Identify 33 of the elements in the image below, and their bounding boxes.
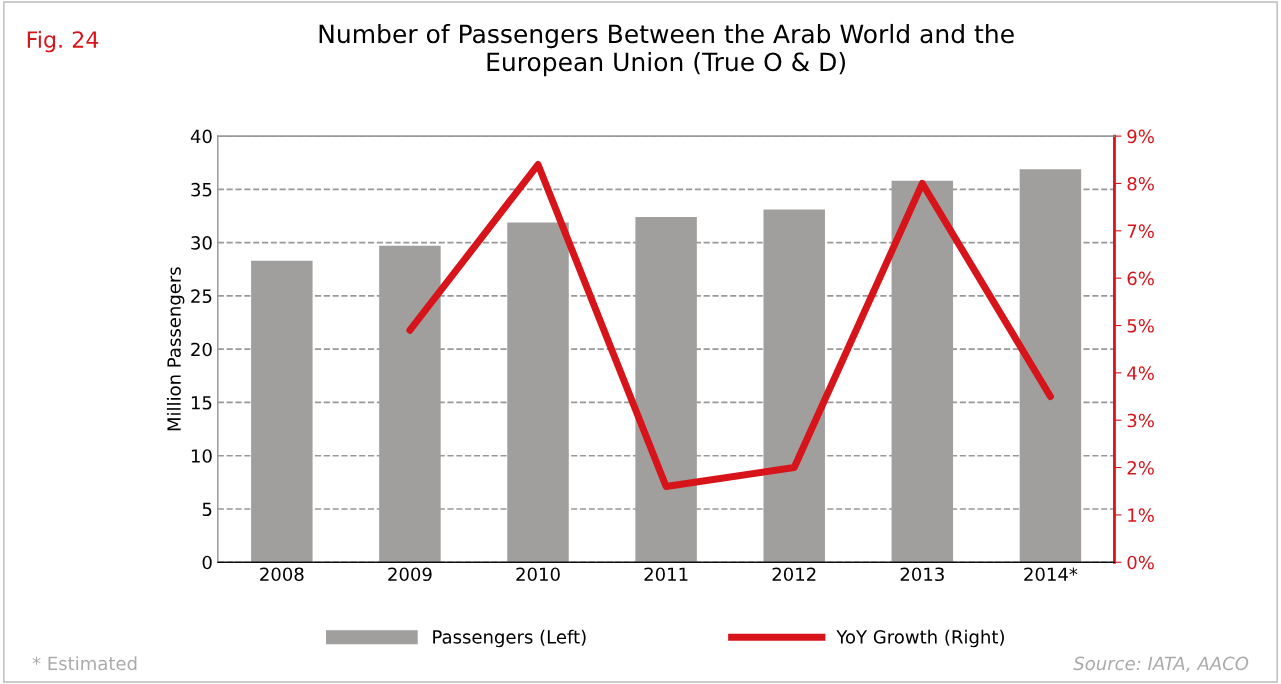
y-tick-label: 30 [191, 236, 212, 250]
y-tick-label: 15 [191, 396, 212, 410]
y-tick-label: 20 [191, 342, 212, 357]
x-tick-label: 2014* [1024, 567, 1078, 582]
x-tick-label: 2008 [260, 567, 304, 582]
y2-tick-label: 2% [1127, 461, 1154, 475]
y-axis-title: Million Passengers [166, 267, 185, 431]
y2-tick-label: 6% [1127, 271, 1154, 286]
y-tick-label: 25 [191, 289, 212, 304]
y-tick-label: 40 [190, 129, 212, 144]
y-tick-label: 10 [191, 449, 212, 463]
y2-tick-label: 0% [1127, 555, 1154, 570]
x-tick-label: 2011 [644, 567, 688, 582]
y2-tick-label: 3% [1127, 413, 1154, 428]
x-tick-label: 2010 [516, 567, 560, 582]
source-note: Source: IATA, AACO [1073, 656, 1249, 673]
x-tick-label: 2009 [388, 567, 432, 582]
y-tick-label: 35 [191, 182, 212, 197]
legend-label: Passengers (Left) [433, 629, 586, 648]
y2-tick-label: 9% [1127, 129, 1154, 144]
y-tick-label: 5 [202, 502, 212, 517]
y-tick-label: 0 [202, 555, 212, 570]
x-tick-label: 2012 [772, 567, 816, 582]
y2-tick-label: 4% [1127, 366, 1154, 380]
y2-tick-label: 1% [1128, 508, 1154, 523]
y2-tick-label: 5% [1127, 318, 1154, 333]
y2-tick-label: 8% [1127, 176, 1154, 191]
caption: Fig. 24 [27, 30, 99, 53]
y2-tick-label: 7% [1127, 224, 1154, 238]
text: * Estimated [32, 656, 137, 671]
legend-label: YoY Growth (Right) [836, 629, 1004, 648]
chart-title: Number of Passengers Between the Arab World and the European Union (True O & D) [319, 23, 1014, 77]
x-tick-label: 2013 [900, 567, 944, 582]
